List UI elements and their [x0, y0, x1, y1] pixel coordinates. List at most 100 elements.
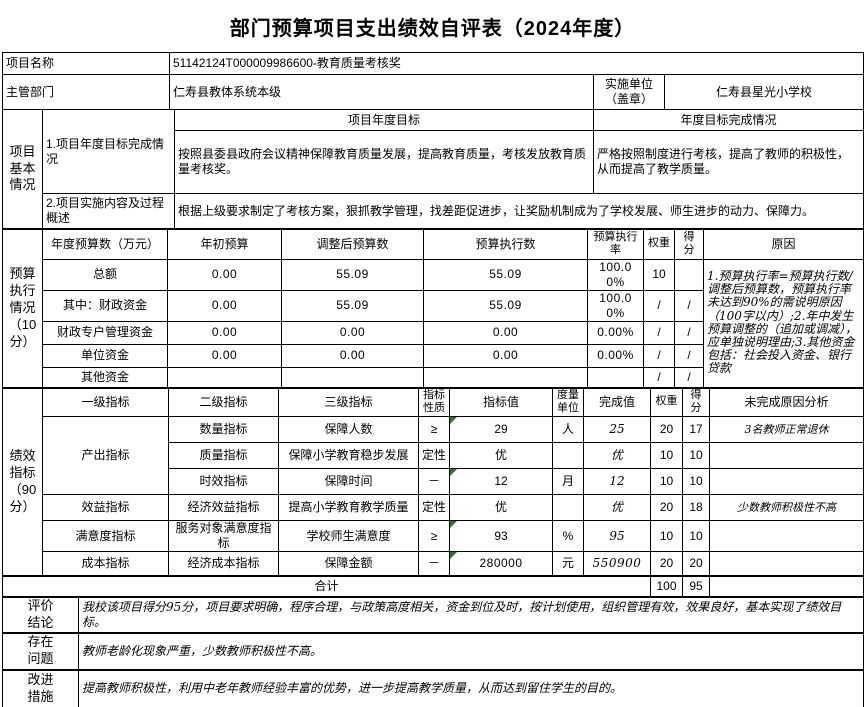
budget-cell-score: / [674, 366, 704, 388]
perf-l3-cell: 学校师生满意度 [278, 520, 419, 552]
budget-cell-initial: 0.00 [167, 289, 282, 322]
process-text: 根据上级要求制定了考核方案，狠抓教学管理，找差距促进步，让奖励机制成为了学校发展… [174, 193, 864, 229]
budget-cell-rate: 100.00% [587, 258, 644, 291]
perf-unit-cell: 月 [552, 468, 584, 495]
budget-cell-weight: / [643, 320, 675, 345]
perf-target-cell: 29 [449, 416, 553, 443]
perf-header-weight: 权重 [650, 386, 683, 417]
perf-header-l3: 三级指标 [278, 386, 419, 417]
perf-l1-cell: 满意度指标 [42, 520, 169, 552]
perf-reason-cell [709, 551, 864, 576]
budget-table: 预算 执行 情况 （10 分） 年度预算数（万元） 年初预算 调整后预算数 预算… [2, 228, 864, 388]
perf-l3-cell: 保障金额 [278, 551, 419, 576]
perf-l2-cell: 服务对象满意度指标 [168, 520, 279, 552]
budget-cell-score: / [674, 320, 704, 345]
budget-header-weight: 权重 [643, 228, 675, 260]
perf-actual-cell: 优 [583, 442, 651, 469]
perf-nature-cell: 定性 [418, 442, 450, 469]
budget-cell-rate: 0.00% [587, 343, 644, 368]
budget-cell-score: / [674, 343, 704, 368]
budget-cell-weight: / [643, 289, 675, 322]
perf-score-cell: 20 [682, 551, 710, 576]
perf-nature-cell: ≥ [418, 416, 450, 443]
perf-actual-cell: 25 [583, 416, 651, 443]
perf-l1-cell: 成本指标 [42, 551, 169, 576]
perf-reason-cell [709, 442, 864, 469]
conclusion-text: 我校该项目得分95分，项目要求明确，程序合理，与政策高度相关，资金到位及时，按计… [78, 595, 864, 633]
perf-weight-cell: 20 [650, 416, 683, 443]
budget-row-label: 总额 [42, 258, 168, 291]
budget-row-label: 其他资金 [42, 366, 168, 388]
problems-table: 存在 问题 教师老龄化现象严重，少数教师积极性不高。 [2, 632, 864, 670]
perf-weight-cell: 10 [650, 442, 683, 469]
perf-target-cell: 280000 [449, 551, 553, 576]
budget-row-label: 其中：财政资金 [42, 289, 168, 322]
perf-reason-cell [709, 468, 864, 495]
budget-cell-weight: / [643, 343, 675, 368]
budget-cell-score: / [674, 289, 704, 322]
perf-unit-cell [552, 442, 584, 469]
perf-target-cell: 93 [449, 520, 553, 552]
basic-row1-label: 1.项目年度目标完成情况 [42, 109, 175, 194]
perf-header-unit: 度量 单位 [552, 386, 584, 417]
perf-score-cell: 10 [682, 442, 710, 469]
budget-header-adjusted: 调整后预算数 [281, 228, 424, 260]
perf-weight-cell: 20 [650, 494, 683, 521]
budget-cell-adjusted: 55.09 [281, 289, 424, 322]
budget-cell-score [674, 258, 704, 291]
budget-cell-adjusted: 0.00 [281, 343, 424, 368]
perf-unit-cell: % [552, 520, 584, 552]
perf-target-cell: 优 [449, 494, 553, 521]
perf-header-l2: 二级指标 [168, 386, 279, 417]
budget-cell-adjusted [281, 366, 424, 388]
perf-l1-cell: 效益指标 [42, 494, 169, 521]
budget-cell-initial: 0.00 [167, 320, 282, 345]
goal-text: 按照县委县政府会议精神保障教育质量发展，提高教育质量，考核发放教育质量考核奖。 [174, 130, 594, 194]
perf-actual-cell: 优 [583, 494, 651, 521]
perf-reason-cell: 3名教师正常退休 [709, 416, 864, 443]
perf-header-reason: 未完成原因分析 [709, 386, 864, 417]
problems-text: 教师老龄化现象严重，少数教师积极性不高。 [78, 632, 864, 670]
budget-cell-adjusted: 0.00 [281, 320, 424, 345]
budget-cell-weight: 10 [643, 258, 675, 291]
basic-section-label: 项目 基本 情况 [2, 109, 43, 229]
budget-reason-cell: 1.预算执行率=预算执行数/调整后预算数，预算执行率未达到90%的需说明原因（1… [703, 258, 864, 388]
perf-actual-cell: 550900 [583, 551, 651, 576]
budget-cell-initial [167, 366, 282, 388]
basic-info-table: 项目 基本 情况 1.项目年度目标完成情况 项目年度目标 年度目标完成情况 按照… [2, 109, 864, 229]
impl-unit-label: 实施单位 （盖章） [593, 74, 665, 110]
budget-header-category: 年度预算数（万元） [42, 228, 168, 260]
perf-actual-cell: 12 [583, 468, 651, 495]
impl-unit-value: 仁寿县星光小学校 [663, 74, 865, 110]
budget-header-reason: 原因 [703, 228, 864, 260]
perf-weight-cell: 20 [650, 551, 683, 576]
perf-score-cell: 10 [682, 468, 710, 495]
perf-score-cell: 18 [682, 494, 710, 521]
budget-header-score: 得 分 [674, 228, 704, 260]
problems-label: 存在 问题 [2, 632, 79, 670]
performance-table: 绩效 指标 （90 分） 一级指标 二级指标 三级指标 指标 性质 指标值 度量… [2, 386, 864, 576]
basic-row2-label: 2.项目实施内容及过程概述 [42, 193, 175, 229]
perf-nature-cell: ≥ [418, 520, 450, 552]
budget-cell-rate: 0.00% [587, 320, 644, 345]
perf-target-cell: 优 [449, 442, 553, 469]
perf-header-actual: 完成值 [583, 386, 651, 417]
budget-cell-executed: 55.09 [423, 258, 588, 291]
perf-reason-cell: 少数教师积极性不高 [709, 494, 864, 521]
budget-row-label: 单位资金 [42, 343, 168, 368]
perf-header-target: 指标值 [449, 386, 553, 417]
budget-section-label: 预算 执行 情况 （10 分） [2, 228, 43, 388]
perf-header-nature: 指标 性质 [418, 386, 450, 417]
budget-cell-executed [423, 366, 588, 388]
perf-actual-cell: 95 [583, 520, 651, 552]
budget-cell-executed: 0.00 [423, 343, 588, 368]
perf-l2-cell: 经济成本指标 [168, 551, 279, 576]
perf-nature-cell: － [418, 468, 450, 495]
budget-row-label: 财政专户管理资金 [42, 320, 168, 345]
budget-cell-initial: 0.00 [167, 343, 282, 368]
perf-l3-cell: 保障小学教育稳步发展 [278, 442, 419, 469]
total-weight: 100 [650, 575, 683, 597]
total-label: 合计 [2, 575, 651, 597]
perf-l2-cell: 数量指标 [168, 416, 279, 443]
perf-nature-cell: 定性 [418, 494, 450, 521]
